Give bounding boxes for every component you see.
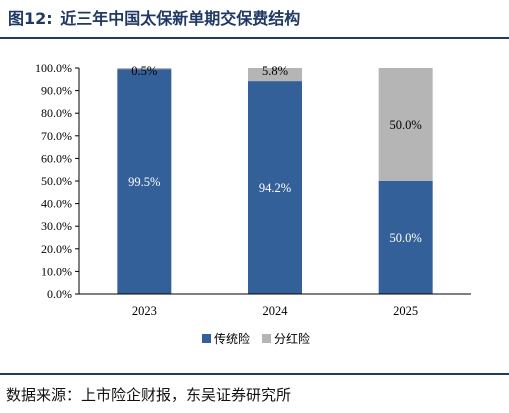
legend-swatch: [262, 334, 271, 343]
bar-segment: [248, 81, 302, 294]
legend-swatch: [202, 334, 211, 343]
legend-label: 传统险: [214, 331, 250, 346]
bars: 99.5% 0.5% 94.2% 5.8% 50.0% 50.0%: [117, 64, 433, 294]
figure-title: 图12: 近三年中国太保新单期交保费结构: [8, 5, 503, 33]
figure-title-text: 近三年中国太保新单期交保费结构: [60, 9, 301, 28]
y-tick-label: 60.0%: [41, 151, 72, 165]
source-divider: [0, 373, 509, 375]
y-tick-label: 50.0%: [41, 174, 72, 188]
data-label: 99.5%: [128, 175, 160, 189]
data-label: 50.0%: [390, 118, 422, 132]
source-note: 数据来源：上市险企财报，东吴证券研究所: [6, 386, 292, 404]
x-tick-label: 2025: [393, 304, 418, 318]
y-tick-label: 30.0%: [41, 219, 72, 233]
legend: 传统险 分红险: [202, 331, 310, 346]
x-tick-label: 2023: [132, 304, 157, 318]
data-label: 5.8%: [262, 64, 288, 78]
y-tick-label: 70.0%: [41, 129, 72, 143]
y-axis: 0.0% 10.0% 20.0% 30.0% 40.0% 50.0% 60.0% 70.0% 8…: [35, 61, 80, 301]
bar-segment: [117, 68, 172, 70]
data-label: 94.2%: [259, 181, 291, 195]
data-label: 50.0%: [390, 231, 422, 245]
bar-segment: [378, 68, 433, 181]
y-tick-label: 10.0%: [41, 264, 72, 278]
y-tick-label: 90.0%: [41, 84, 72, 98]
stacked-bar-chart: 0.0% 10.0% 20.0% 30.0% 40.0% 50.0% 60.0% 70.0% 8…: [35, 61, 471, 346]
x-axis: 2023 2024 2025: [79, 293, 471, 318]
y-tick-label: 80.0%: [41, 106, 72, 120]
y-tick-label: 0.0%: [47, 287, 72, 301]
data-label: 0.5%: [131, 64, 157, 78]
y-tick-label: 100.0%: [35, 61, 72, 75]
y-tick-label: 20.0%: [41, 242, 72, 256]
y-tick-label: 40.0%: [41, 197, 72, 211]
bar-segment: [248, 68, 302, 82]
legend-label: 分红险: [274, 331, 310, 346]
x-tick-label: 2024: [263, 304, 289, 318]
bar-segment: [117, 69, 172, 294]
bar-segment: [378, 181, 433, 294]
title-divider: [0, 37, 509, 39]
figure-number: 图12:: [8, 9, 53, 28]
